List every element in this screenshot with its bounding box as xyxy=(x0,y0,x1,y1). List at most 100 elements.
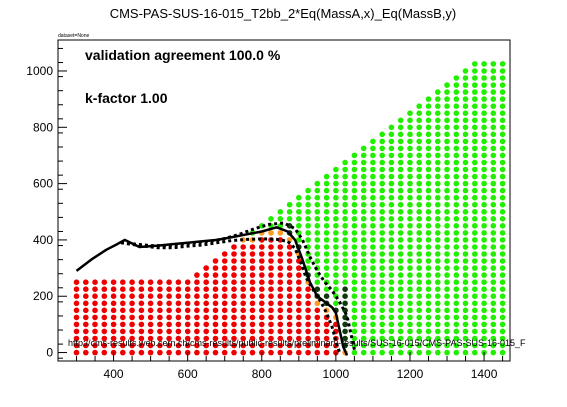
data-point xyxy=(472,75,478,81)
data-point xyxy=(397,159,404,166)
data-point xyxy=(351,187,358,194)
data-point xyxy=(314,321,321,328)
data-point xyxy=(240,349,246,356)
data-point xyxy=(499,300,506,307)
plot-frame xyxy=(57,39,511,362)
data-point xyxy=(425,187,432,194)
data-point xyxy=(397,342,404,349)
data-point xyxy=(407,321,413,328)
data-point xyxy=(490,117,497,124)
data-point xyxy=(240,335,246,342)
data-point xyxy=(268,272,274,278)
data-point xyxy=(333,201,339,208)
data-point xyxy=(444,251,450,257)
data-point xyxy=(314,237,321,243)
data-point xyxy=(481,300,487,307)
data-point xyxy=(314,279,321,286)
data-point xyxy=(351,321,358,328)
data-point xyxy=(462,96,469,102)
data-point xyxy=(296,237,302,243)
data-point xyxy=(453,237,460,243)
dataset-label: dataset=None xyxy=(58,33,89,39)
data-point xyxy=(83,300,89,307)
data-point xyxy=(379,328,386,335)
data-point xyxy=(407,131,413,138)
data-point xyxy=(435,293,441,300)
data-point xyxy=(481,68,487,74)
data-point xyxy=(231,265,237,271)
data-point xyxy=(231,279,237,286)
data-point xyxy=(203,300,209,307)
data-point xyxy=(416,145,423,152)
data-point xyxy=(342,335,348,342)
data-point xyxy=(453,82,460,88)
data-point xyxy=(314,349,321,356)
data-point xyxy=(277,335,284,342)
data-point xyxy=(333,187,339,194)
data-point xyxy=(388,342,395,349)
data-point xyxy=(397,180,404,187)
data-point xyxy=(453,131,460,138)
data-point xyxy=(166,349,172,356)
data-point xyxy=(101,286,108,293)
data-point xyxy=(388,145,395,152)
data-point xyxy=(444,187,450,194)
data-point xyxy=(472,286,478,293)
data-point xyxy=(499,279,506,286)
data-point xyxy=(175,335,182,342)
data-point xyxy=(147,286,154,293)
data-point xyxy=(425,230,432,236)
data-point xyxy=(323,194,330,201)
data-point xyxy=(425,131,432,138)
data-point xyxy=(481,321,487,328)
data-point xyxy=(481,187,487,194)
data-point xyxy=(323,201,330,208)
data-point xyxy=(425,328,432,335)
data-point xyxy=(138,342,145,349)
data-point xyxy=(333,244,339,250)
data-point xyxy=(379,159,386,166)
data-point xyxy=(490,138,497,145)
data-point xyxy=(166,279,172,286)
data-point xyxy=(120,307,126,314)
data-point xyxy=(305,209,311,215)
data-point xyxy=(212,335,219,342)
data-point xyxy=(416,265,423,271)
data-point xyxy=(157,286,163,293)
data-point xyxy=(388,194,395,201)
data-point xyxy=(453,286,460,293)
data-point xyxy=(481,166,487,173)
data-point xyxy=(444,180,450,187)
data-point xyxy=(462,194,469,201)
data-point xyxy=(416,223,423,229)
data-point xyxy=(314,187,321,194)
data-point xyxy=(333,216,339,222)
data-point xyxy=(370,237,376,243)
data-point xyxy=(157,335,163,342)
data-point xyxy=(157,321,163,328)
data-point xyxy=(203,279,209,286)
data-point xyxy=(259,300,265,307)
data-point xyxy=(397,349,404,356)
official-contour-line xyxy=(75,226,349,356)
data-point xyxy=(490,265,497,271)
data-point xyxy=(138,328,145,335)
data-point xyxy=(323,272,330,278)
data-point xyxy=(472,265,478,271)
data-point xyxy=(462,286,469,293)
data-point xyxy=(379,314,386,321)
data-point xyxy=(351,342,358,349)
data-point xyxy=(333,258,339,264)
data-point xyxy=(370,349,376,356)
data-point xyxy=(397,244,404,250)
data-point xyxy=(379,180,386,187)
data-point xyxy=(360,279,367,286)
data-point xyxy=(370,314,376,321)
data-point xyxy=(194,300,200,307)
data-point xyxy=(166,307,172,314)
data-point xyxy=(407,152,413,159)
data-point xyxy=(462,159,469,166)
data-point xyxy=(360,209,367,215)
data-point xyxy=(351,265,358,271)
data-point xyxy=(184,307,191,314)
